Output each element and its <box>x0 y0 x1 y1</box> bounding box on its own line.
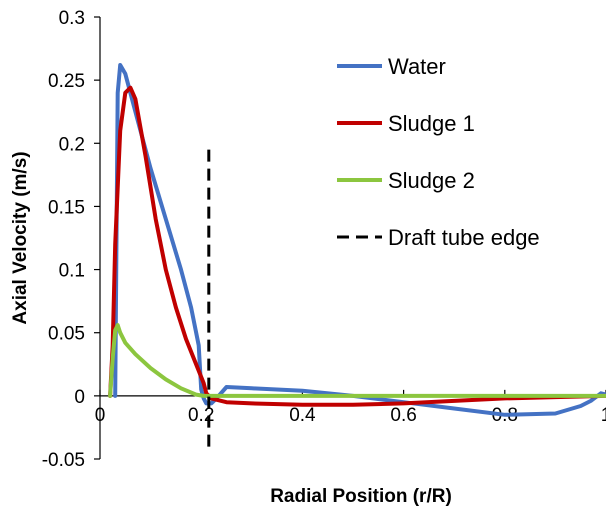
x-tick-label: 1 <box>601 405 606 426</box>
x-tick-label: 0.2 <box>188 405 214 426</box>
y-tick-label: -0.05 <box>42 450 85 471</box>
y-tick-label: 0.25 <box>48 71 85 92</box>
x-tick-label: 0.6 <box>390 405 416 426</box>
y-axis-title: Axial Velocity (m/s) <box>10 151 31 324</box>
series-line-sludge-2 <box>108 323 606 398</box>
legend-label-water: Water <box>388 54 446 79</box>
y-tick-label: 0.2 <box>59 134 85 155</box>
legend-label-sludge-2: Sludge 2 <box>388 168 475 193</box>
y-tick-label: 0.1 <box>59 261 85 282</box>
y-tick-label: 0.3 <box>59 8 85 29</box>
legend-label-draft-tube-edge: Draft tube edge <box>388 225 540 250</box>
series-lines <box>108 63 606 453</box>
series-line-sludge-1 <box>108 85 606 407</box>
x-tick-label: 0.4 <box>289 405 316 426</box>
legend: Water Sludge 1 Sludge 2 Draft tube edge <box>337 54 540 250</box>
y-tick-label: 0.05 <box>48 324 85 345</box>
y-tick-label: 0 <box>74 387 85 408</box>
legend-label-sludge-1: Sludge 1 <box>388 111 475 136</box>
x-axis-title: Radial Position (r/R) <box>270 486 452 507</box>
y-tick-label: 0.15 <box>48 197 85 218</box>
x-tick-label: 0 <box>95 405 106 426</box>
